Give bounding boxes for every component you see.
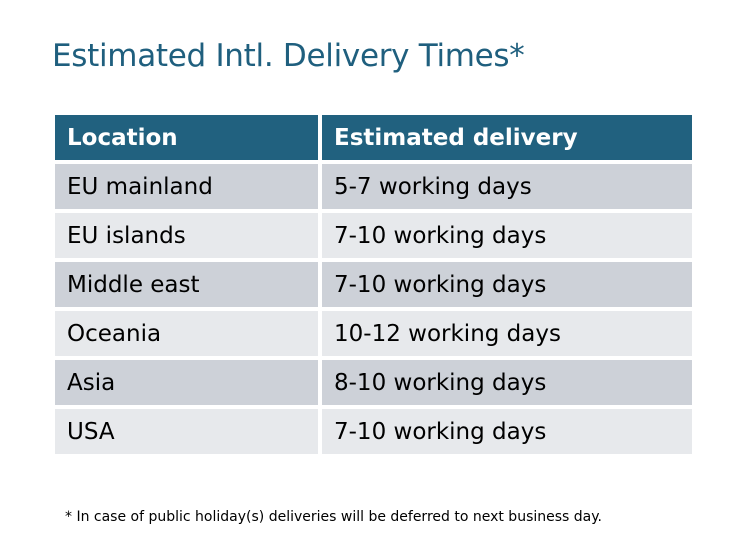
delivery-cell: 10-12 working days: [322, 311, 692, 356]
table-row: EU islands 7-10 working days: [55, 213, 692, 258]
table-row: EU mainland 5-7 working days: [55, 164, 692, 209]
table-row: Asia 8-10 working days: [55, 360, 692, 405]
table-row: Oceania 10-12 working days: [55, 311, 692, 356]
delivery-cell: 5-7 working days: [322, 164, 692, 209]
table-header-row: Location Estimated delivery: [55, 115, 692, 160]
page-title: Estimated Intl. Delivery Times*: [52, 38, 525, 74]
delivery-cell: 7-10 working days: [322, 409, 692, 454]
table-row: Middle east 7-10 working days: [55, 262, 692, 307]
header-estimated-delivery: Estimated delivery: [322, 115, 692, 160]
location-cell: EU mainland: [55, 164, 318, 209]
delivery-table: Location Estimated delivery EU mainland …: [51, 111, 696, 458]
location-cell: Middle east: [55, 262, 318, 307]
location-cell: EU islands: [55, 213, 318, 258]
table-row: USA 7-10 working days: [55, 409, 692, 454]
delivery-cell: 7-10 working days: [322, 213, 692, 258]
location-cell: Oceania: [55, 311, 318, 356]
footnote: * In case of public holiday(s) deliverie…: [65, 509, 602, 525]
location-cell: USA: [55, 409, 318, 454]
delivery-cell: 7-10 working days: [322, 262, 692, 307]
location-cell: Asia: [55, 360, 318, 405]
header-location: Location: [55, 115, 318, 160]
delivery-cell: 8-10 working days: [322, 360, 692, 405]
